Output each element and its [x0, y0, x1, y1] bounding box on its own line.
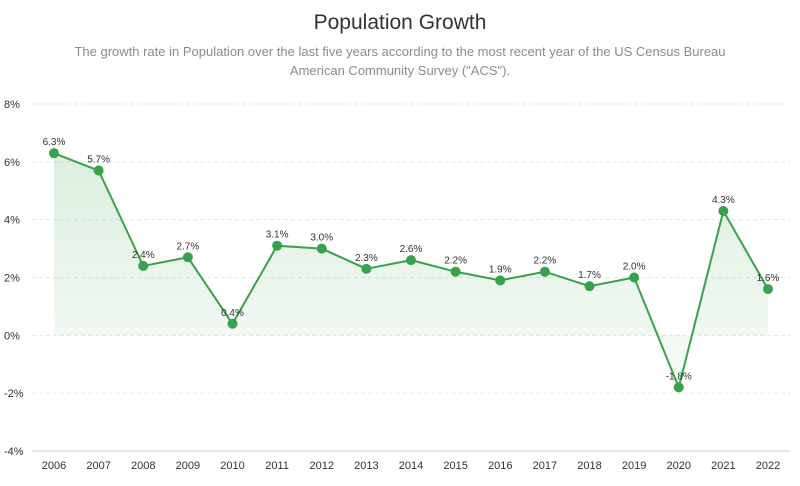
x-tick-label: 2010 — [220, 460, 244, 472]
data-label: 3.1% — [266, 230, 289, 241]
data-point — [495, 275, 506, 286]
x-tick-label: 2020 — [667, 460, 691, 472]
data-label: 1.6% — [757, 273, 780, 284]
y-tick-label: -2% — [4, 388, 24, 400]
data-label: 6.3% — [43, 137, 66, 148]
data-label: 5.7% — [87, 155, 110, 166]
y-tick-label: 2% — [4, 273, 20, 285]
x-tick-label: 2021 — [711, 460, 735, 472]
data-point — [227, 318, 238, 329]
data-label: 3.0% — [310, 233, 333, 244]
y-tick-label: 4% — [4, 215, 20, 227]
data-label: 4.3% — [712, 195, 735, 206]
data-point — [673, 382, 684, 393]
data-label: 2.0% — [623, 262, 646, 273]
data-label: 2.3% — [355, 253, 378, 264]
x-tick-label: 2016 — [488, 460, 512, 472]
x-tick-label: 2007 — [86, 460, 110, 472]
data-label: 1.7% — [578, 270, 601, 281]
x-tick-label: 2014 — [399, 460, 423, 472]
data-point — [718, 205, 729, 216]
data-points — [49, 148, 773, 393]
data-point — [361, 263, 372, 274]
data-label: -1.8% — [666, 371, 692, 382]
x-tick-label: 2019 — [622, 460, 646, 472]
x-tick-label: 2009 — [176, 460, 200, 472]
x-tick-label: 2018 — [577, 460, 601, 472]
chart-title: Population Growth — [314, 11, 487, 34]
data-label: 2.7% — [176, 241, 199, 252]
data-point — [450, 266, 461, 277]
data-point — [138, 260, 149, 271]
y-tick-label: 8% — [4, 99, 20, 111]
x-tick-label: 2013 — [354, 460, 378, 472]
data-point — [93, 165, 104, 176]
x-axis-ticks: 2006 2007 2008 2009 2010 2011 2012 2013 2014 2015… — [42, 460, 780, 472]
x-tick-label: 2015 — [443, 460, 467, 472]
x-tick-label: 2022 — [756, 460, 780, 472]
data-point — [49, 148, 59, 159]
y-tick-label: 0% — [4, 330, 20, 342]
x-tick-label: 2012 — [310, 460, 334, 472]
y-axis-ticks: 8% 6% 4% 2% 0% -2% -4% — [4, 99, 24, 458]
data-point — [406, 255, 416, 266]
data-point — [763, 284, 773, 295]
chart-subtitle-line-1: The growth rate in Population over the l… — [74, 44, 725, 59]
data-label: 0.4% — [221, 308, 244, 319]
y-tick-label: 6% — [4, 157, 20, 169]
data-label: 2.2% — [533, 256, 556, 267]
data-point — [584, 281, 595, 292]
x-tick-label: 2011 — [265, 460, 289, 472]
data-point — [182, 252, 193, 263]
area-fill — [54, 153, 768, 388]
area-fill-path — [54, 153, 768, 388]
x-tick-label: 2008 — [131, 460, 155, 472]
x-tick-label: 2017 — [533, 460, 557, 472]
data-label: 2.4% — [132, 250, 155, 261]
data-point — [539, 266, 550, 277]
y-tick-label: -4% — [4, 446, 24, 458]
data-label: 2.6% — [400, 244, 423, 255]
data-point — [316, 243, 327, 254]
data-label: 1.9% — [489, 264, 512, 275]
data-point — [629, 272, 640, 283]
data-label: 2.2% — [444, 256, 467, 267]
chart-subtitle-line-2: American Community Survey ("ACS"). — [290, 63, 510, 78]
x-tick-label: 2006 — [42, 460, 66, 472]
data-labels: 6.3% 5.7% 2.4% 2.7% 0.4% 3.1% 3.0% 2.3% 2.6% 2.2%… — [43, 137, 780, 382]
data-point — [272, 240, 283, 251]
